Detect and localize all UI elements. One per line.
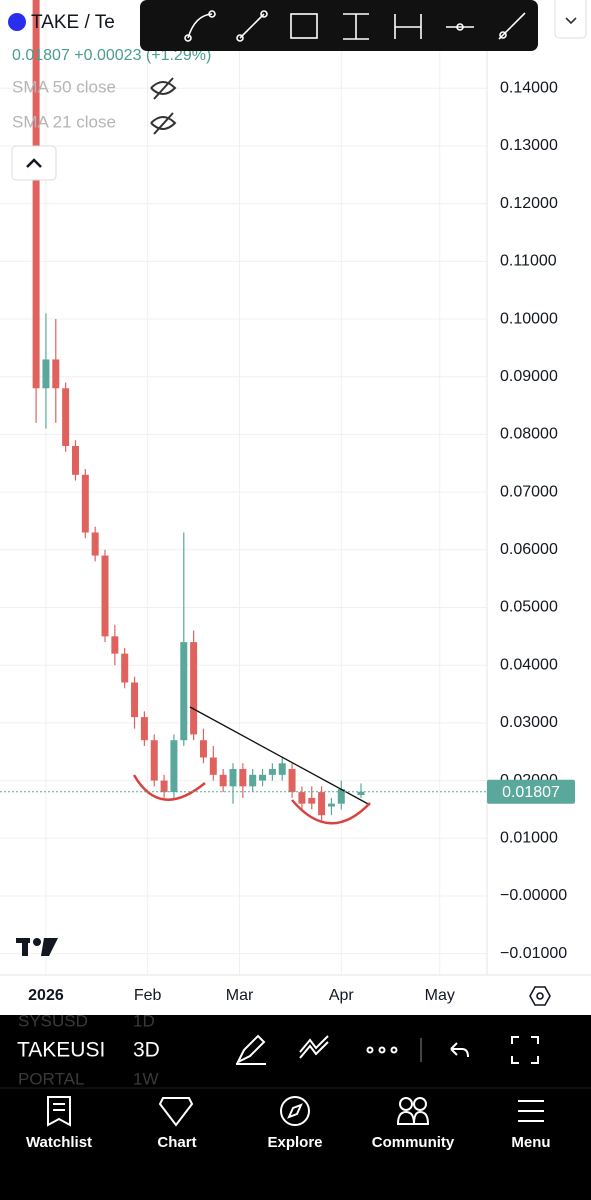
candle-body: [180, 642, 188, 741]
x-tick-label: Apr: [329, 987, 355, 1004]
y-tick-label: 0.07000: [500, 483, 558, 500]
nav-item[interactable]: Explore: [267, 1134, 322, 1151]
candle-body: [190, 642, 198, 735]
candle-body: [357, 791, 365, 795]
candle-body: [121, 653, 129, 683]
candle-body: [71, 445, 79, 475]
y-tick-label: −0.01000: [500, 945, 567, 962]
y-tick-label: 0.08000: [500, 426, 558, 443]
settings-icon: [536, 992, 544, 1000]
y-tick-label: 0.10000: [500, 310, 558, 327]
candle-body: [170, 740, 178, 793]
drawing-toolbar: [140, 0, 538, 51]
candle-body: [249, 774, 257, 787]
candle-body: [268, 769, 276, 775]
chevron: [565, 17, 577, 25]
nav-item[interactable]: Community: [372, 1134, 455, 1151]
candle-body: [150, 740, 158, 781]
candle-body: [62, 388, 70, 446]
candle-body: [81, 474, 89, 533]
symbol-row[interactable]: SYSUSD: [18, 1011, 88, 1030]
symbol-title[interactable]: TAKE / Te: [31, 12, 115, 33]
interval[interactable]: 3D: [133, 1039, 160, 1062]
symbol-row[interactable]: TAKEUSI: [17, 1039, 105, 1062]
candle-body: [288, 769, 296, 793]
candle-body: [219, 774, 227, 787]
candle-body: [259, 774, 267, 781]
symbol-logo: [8, 13, 26, 31]
candle-body: [101, 555, 109, 637]
settings-icon[interactable]: [529, 986, 551, 1006]
candle-body: [327, 803, 335, 807]
candle-body: [91, 532, 99, 556]
candle-body: [318, 792, 326, 816]
candle-body: [239, 769, 247, 787]
y-tick-label: 0.06000: [500, 541, 558, 558]
y-tick-label: 0.05000: [500, 599, 558, 616]
candle-body: [32, 0, 40, 389]
y-tick-label: 0.11000: [500, 253, 557, 270]
hide-icon[interactable]: [150, 112, 177, 135]
candle-body: [229, 769, 237, 787]
dropdown[interactable]: [554, 0, 587, 39]
x-tick-label: Feb: [134, 987, 162, 1004]
candle-body: [52, 359, 60, 389]
y-tick-label: 0.04000: [500, 656, 558, 673]
logo: [16, 938, 58, 956]
x-tick-label: May: [425, 987, 455, 1004]
candle-body: [298, 792, 306, 804]
arc-drawing: [132, 774, 206, 801]
nav-item[interactable]: Chart: [157, 1134, 196, 1151]
candle-body: [337, 789, 345, 804]
nav-item[interactable]: Watchlist: [26, 1134, 92, 1151]
candle-body: [278, 763, 286, 775]
candle-body: [140, 717, 148, 741]
nav-icons: [47, 1096, 544, 1127]
axes: 0.14000 0.13000 0.12000 0.11000 0.10000 0.090…: [0, 79, 575, 1004]
y-tick-label: 0.14000: [500, 79, 558, 96]
candles: [32, 0, 365, 821]
hide-icon[interactable]: [150, 77, 177, 100]
symbol-row[interactable]: PORTAL: [18, 1069, 84, 1088]
chevron: [26, 158, 42, 168]
candle-body: [308, 797, 316, 804]
interval[interactable]: 1W: [133, 1069, 159, 1088]
grid: [0, 0, 487, 975]
toolbar-icons[interactable]: [184, 10, 526, 42]
arc-drawing: [291, 799, 371, 825]
y-tick-label: 0.12000: [500, 195, 558, 212]
indicator[interactable]: SMA 21 close: [12, 112, 116, 131]
interval[interactable]: 1D: [133, 1011, 155, 1030]
candle-body: [42, 359, 50, 389]
price-label-box: [487, 779, 575, 804]
y-tick-label: 0.01000: [500, 829, 558, 846]
y-tick-label: 0.03000: [500, 714, 558, 731]
indicator[interactable]: SMA 50 close: [12, 77, 116, 96]
candle-body: [160, 780, 168, 793]
candle-body: [111, 636, 119, 654]
y-tick-label: 0.09000: [500, 368, 558, 385]
y-tick-label: 0.13000: [500, 137, 558, 154]
x-tick-label: 2026: [28, 987, 64, 1004]
mask: [110, 1035, 130, 1067]
candle-body: [131, 682, 139, 718]
price-label: 0.01807: [502, 784, 560, 801]
candle-body: [199, 740, 207, 758]
chart-actions[interactable]: [235, 1034, 539, 1065]
trend-line: [189, 706, 371, 806]
quote: 0.01807 +0.00023 (+1.29%): [12, 47, 211, 64]
y-tick-label: −0.00000: [500, 887, 567, 904]
x-tick-label: Mar: [226, 987, 254, 1004]
collapse-button[interactable]: [11, 145, 57, 181]
nav-item[interactable]: Menu: [511, 1134, 550, 1151]
candle-body: [209, 757, 217, 775]
